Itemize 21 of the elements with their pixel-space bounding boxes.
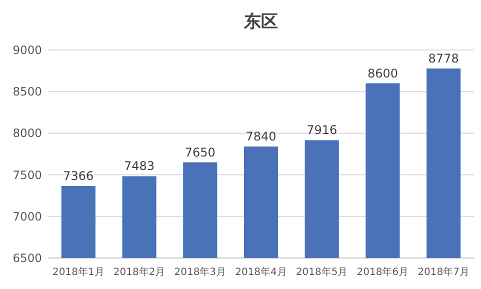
x-tick-label: 2018年5月 <box>296 266 348 278</box>
data-label: 7483 <box>124 159 155 174</box>
data-label: 7916 <box>306 123 338 138</box>
data-label: 7366 <box>63 168 94 183</box>
title: 东区 <box>244 12 278 32</box>
x-tick-label: 2018年3月 <box>174 266 226 278</box>
x-tick-label: 2018年2月 <box>113 266 166 278</box>
y-tick-label: 7000 <box>12 209 42 224</box>
y-tick-label: 6500 <box>12 251 42 265</box>
x-tick-label: 2018年4月 <box>235 266 287 278</box>
data-label: 7840 <box>246 130 276 144</box>
y-tick-label: 8000 <box>12 126 42 140</box>
data-label: 7650 <box>184 145 216 160</box>
data-label: 8600 <box>367 66 398 80</box>
y-tick-label: 9000 <box>12 43 42 57</box>
y-tick-label: 7500 <box>12 168 42 182</box>
x-tick-label: 2018年7月 <box>418 266 470 278</box>
x-tick-label: 2018年1月 <box>52 266 104 278</box>
y-tick-label: 8500 <box>12 84 42 99</box>
data-label: 8778 <box>428 51 459 66</box>
x-tick-label: 2018年6月 <box>356 266 409 278</box>
